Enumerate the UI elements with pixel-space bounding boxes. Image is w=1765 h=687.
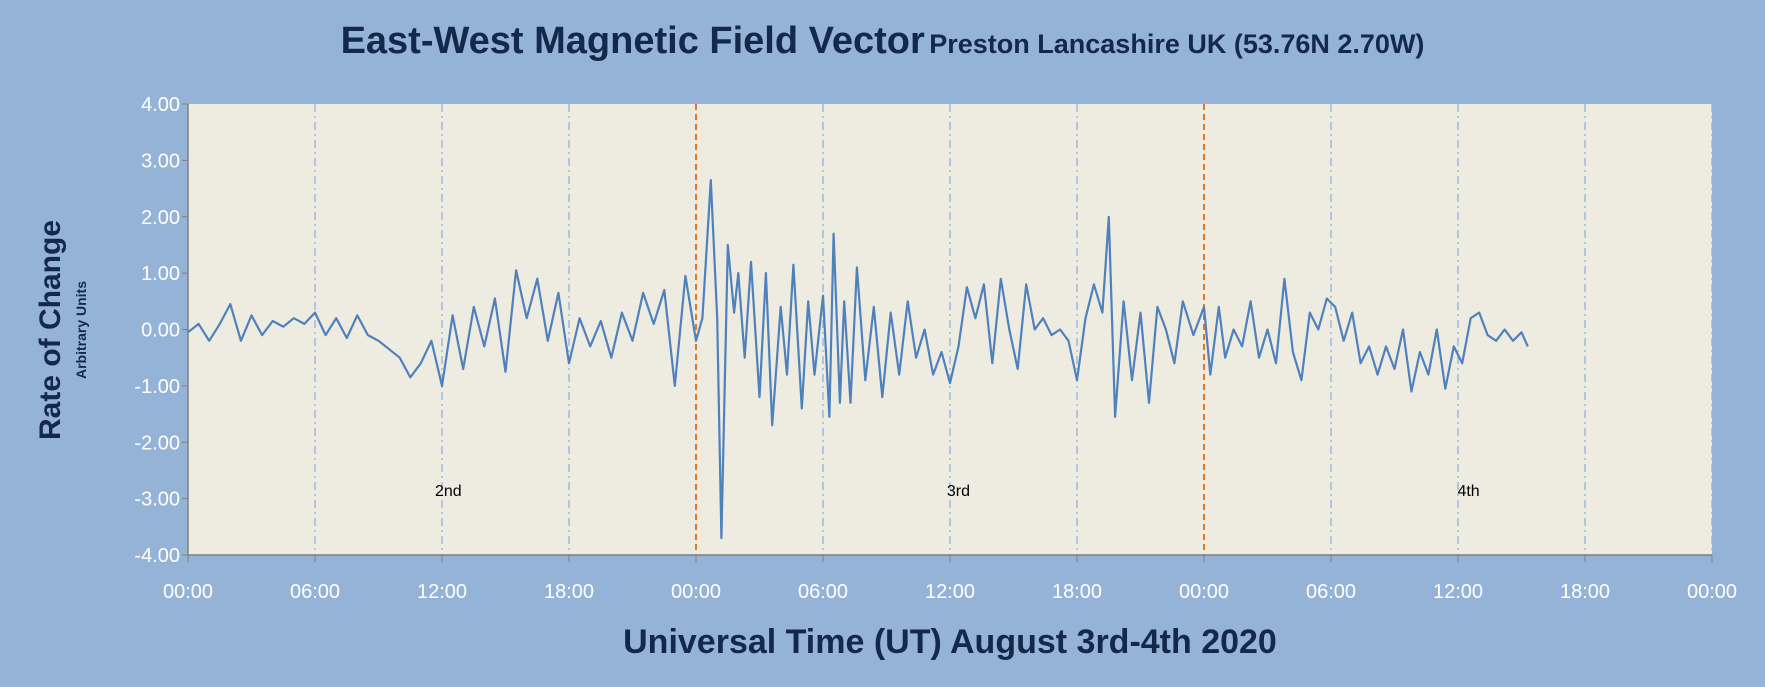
chart-subtitle: Preston Lancashire UK (53.76N 2.70W) [929, 29, 1425, 59]
x-tick-label: 18:00 [1560, 581, 1610, 603]
x-tick-label: 06:00 [290, 581, 340, 603]
x-tick-label: 18:00 [544, 581, 594, 603]
chart-title-block: East-West Magnetic Field Vector Preston … [0, 20, 1765, 63]
y-tick-label: 4.00 [141, 94, 180, 116]
day-label: 3rd [947, 483, 970, 500]
y-tick-label: 2.00 [141, 207, 180, 229]
x-tick-label: 00:00 [1687, 581, 1737, 603]
x-tick-label: 00:00 [1179, 581, 1229, 603]
y-tick-label: -2.00 [134, 432, 180, 454]
y-tick-label: -3.00 [134, 489, 180, 511]
y-axis-label: Rate of Change [34, 220, 67, 440]
day-label: 4th [1457, 483, 1479, 500]
x-tick-label: 06:00 [798, 581, 848, 603]
chart-title: East-West Magnetic Field Vector [340, 20, 925, 62]
x-tick-label: 12:00 [925, 581, 975, 603]
y-tick-label: -4.00 [134, 545, 180, 567]
y-tick-label: -1.00 [134, 376, 180, 398]
x-tick-label: 18:00 [1052, 581, 1102, 603]
y-tick-label: 1.00 [141, 263, 180, 285]
x-tick-label: 12:00 [417, 581, 467, 603]
series-line [187, 179, 1529, 540]
y-axis-sublabel: Arbitrary Units [73, 281, 89, 379]
y-tick-label: 0.00 [141, 320, 180, 342]
day-label: 2nd [435, 483, 462, 500]
x-tick-label: 06:00 [1306, 581, 1356, 603]
x-tick-label: 12:00 [1433, 581, 1483, 603]
x-tick-label: 00:00 [163, 581, 213, 603]
x-tick-label: 00:00 [671, 581, 721, 603]
x-axis-label: Universal Time (UT) August 3rd-4th 2020 [623, 623, 1277, 661]
y-tick-label: 3.00 [141, 150, 180, 172]
